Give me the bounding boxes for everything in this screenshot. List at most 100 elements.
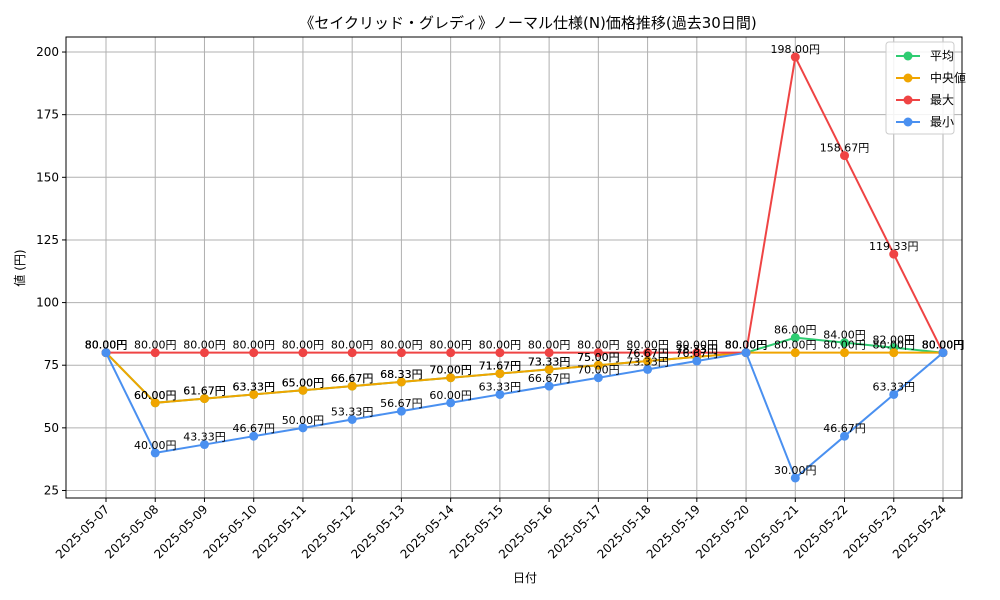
data-point [298,385,308,395]
legend-label: 最小 [930,115,954,129]
data-label: 76.67円 [626,347,669,360]
data-label: 61.67円 [183,385,226,398]
data-point [396,406,406,416]
data-label: 70.00円 [429,364,472,377]
y-tick-label: 175 [36,108,59,122]
data-label: 43.33円 [183,431,226,444]
series-4 [101,348,948,483]
series-lines [101,52,948,483]
plot-area-frame [65,36,963,499]
data-point [840,151,850,161]
data-label: 71.67円 [479,360,522,373]
data-label: 63.33円 [479,380,522,393]
legend-label: 平均 [930,49,954,63]
legend-label: 最大 [930,93,954,107]
data-label: 80.00円 [873,339,916,352]
data-label: 73.33円 [528,355,571,368]
data-label: 80.00円 [823,339,866,352]
data-label: 65.00円 [282,376,325,389]
data-point [643,348,653,358]
y-axis-title: 値 (円) [12,249,27,286]
data-label: 65.00円 [282,376,325,389]
series-line [106,53,944,354]
data-label: 63.33円 [232,380,275,393]
data-label: 158.67円 [820,142,870,155]
data-label: 70.00円 [429,364,472,377]
data-label: 80.00円 [85,339,128,352]
data-point [347,348,357,358]
data-label: 80.00円 [85,339,128,352]
data-label: 46.67円 [823,422,866,435]
data-label: 71.67円 [479,360,522,373]
data-label: 80.00円 [380,339,423,352]
data-label: 80.00円 [725,339,768,352]
y-tick-label: 200 [36,45,59,59]
y-tick-label: 25 [44,483,59,497]
y-tick-label: 125 [36,233,59,247]
y-tick-label: 50 [44,421,59,435]
data-point [544,381,554,391]
data-label: 70.00円 [577,364,620,377]
series-3 [101,52,948,358]
data-point [298,348,308,358]
data-point [840,431,850,441]
data-point [840,338,850,348]
data-label: 86.00円 [774,324,817,337]
data-point [889,249,899,259]
data-point [347,415,357,425]
data-label: 76.67円 [676,347,719,360]
y-tick-label: 150 [36,170,59,184]
y-tick-label: 100 [36,296,59,310]
data-label: 80.00円 [922,339,965,352]
data-point [298,423,308,433]
data-point [347,381,357,391]
data-point [446,348,456,358]
legend-swatch-marker [903,95,913,105]
data-label: 76.67円 [626,347,669,360]
legend-swatch-marker [903,51,913,61]
data-point [495,348,505,358]
x-axis-title: 日付 [513,571,537,585]
data-point [150,398,160,408]
data-label: 80.00円 [922,339,965,352]
data-label: 66.67円 [331,372,374,385]
data-point [790,473,800,483]
data-point [495,369,505,379]
data-label: 66.67円 [528,372,571,385]
data-point [593,348,603,358]
data-label: 80.00円 [725,339,768,352]
data-label: 56.67円 [380,397,423,410]
data-label: 61.67円 [183,385,226,398]
data-point [396,377,406,387]
data-point [446,373,456,383]
data-point [790,348,800,358]
data-label: 63.33円 [873,380,916,393]
data-label: 198.00円 [771,43,821,56]
data-label: 78.33円 [676,343,719,356]
data-label: 53.33円 [331,406,374,419]
data-label: 80.00円 [626,339,669,352]
data-point [790,52,800,62]
data-label: 63.33円 [232,380,275,393]
data-label: 68.33円 [380,368,423,381]
data-label: 78.33円 [676,343,719,356]
data-label: 80.00円 [232,339,275,352]
data-label: 119.33円 [869,240,919,253]
data-point [643,364,653,374]
data-point [396,348,406,358]
series-line [105,351,944,480]
data-label: 30.00円 [774,464,817,477]
data-label: 60.00円 [429,389,472,402]
axes: 2550751001251501752002025-05-072025-05-0… [36,45,949,561]
data-label: 80.00円 [676,339,719,352]
data-label: 40.00円 [134,439,177,452]
legend-label: 中央値 [930,70,966,85]
data-point [544,364,554,374]
data-point [446,398,456,408]
data-label: 80.00円 [725,339,768,352]
data-label: 80.00円 [85,339,128,352]
data-label: 80.00円 [922,339,965,352]
data-point [150,348,160,358]
data-label: 82.00円 [873,334,916,347]
